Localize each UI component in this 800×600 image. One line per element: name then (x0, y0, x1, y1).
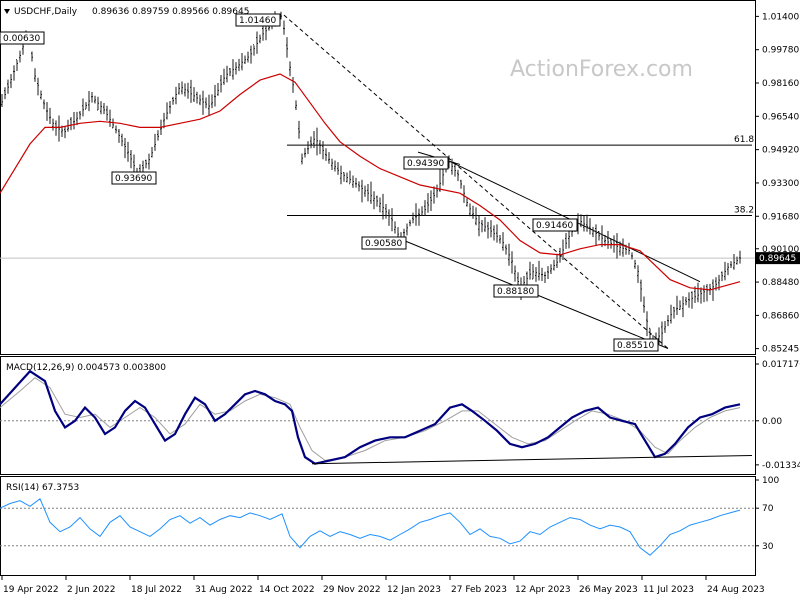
price-label-box-6 (493, 284, 539, 298)
x-tick-label-1: 2 Jun 2022 (67, 585, 115, 595)
x-tick-label-8: 12 Apr 2023 (515, 585, 571, 595)
price-tick-label-1: 0.99780 (762, 46, 799, 56)
watermark: ActionForex.com (510, 57, 693, 82)
price-label-5: 0.91460 (536, 221, 573, 231)
macd-tick-label-2: -0.01334 (762, 461, 800, 471)
price-labels: 0.00630 1.01460 0.93690 0.94390 0.90580 0.914… (0, 13, 659, 352)
fib-label-1: 38.2 (734, 205, 754, 215)
price-tick-label-9: 0.86860 (762, 311, 799, 321)
symbol-label: USDCHF,Daily (14, 7, 78, 17)
current-price-label: 0.89645 (759, 254, 796, 264)
macd-tick-label-1: 0.00 (762, 417, 782, 427)
price-tick-label-7: 0.90100 (762, 245, 799, 255)
x-tick-label-7: 27 Feb 2023 (451, 585, 507, 595)
rsi-pane (0, 476, 756, 576)
price-label-4: 0.90580 (365, 239, 402, 249)
price-label-6: 0.88180 (497, 287, 534, 297)
x-tick-label-10: 11 Jul 2023 (643, 585, 694, 595)
price-tick-label-0: 1.01400 (762, 12, 799, 22)
price-tick-label-4: 0.94920 (762, 146, 799, 156)
moving-average (0, 73, 741, 291)
ohlc-label: 0.89636 0.89759 0.89566 0.89645 (92, 7, 249, 17)
rsi-group: 100 70 30 (0, 476, 779, 556)
current-price-marker (756, 252, 800, 265)
macd-main-line (0, 369, 741, 465)
x-tick-label-4: 14 Oct 2022 (259, 585, 315, 595)
price-tick-label-10: 0.85245 (762, 345, 799, 355)
price-label-box-2 (111, 171, 157, 185)
collapse-triangle-icon[interactable] (4, 9, 10, 14)
price-tick-label-8: 0.88480 (762, 278, 799, 288)
x-tick-label-2: 18 Jul 2022 (131, 585, 182, 595)
price-axis: 1.01400 0.99780 0.98160 0.96540 0.94920 0.933… (755, 12, 800, 355)
fib-label-0: 61.8 (734, 135, 754, 145)
macd-pane (0, 356, 756, 475)
price-tick-label-5: 0.93300 (762, 179, 799, 189)
price-label-1: 1.01460 (239, 16, 276, 26)
price-tick-label-2: 0.98160 (762, 79, 799, 89)
price-label-box-3 (403, 156, 449, 170)
macd-trendline (311, 454, 753, 465)
macd-header: MACD(12,26,9) 0.004573 0.003800 (6, 363, 166, 373)
price-label-box-5 (532, 218, 578, 232)
x-tick-label-9: 26 May 2023 (579, 585, 638, 595)
price-tick-label-6: 0.91680 (762, 212, 799, 222)
price-label-0: 0.00630 (3, 34, 40, 44)
x-tick-label-0: 19 Apr 2022 (3, 585, 59, 595)
rsi-tick-label-2: 30 (762, 542, 774, 552)
price-label-7: 0.85510 (617, 341, 654, 351)
x-tick-label-6: 12 Jan 2023 (387, 585, 441, 595)
x-tick-label-5: 29 Nov 2022 (323, 585, 381, 595)
rsi-tick-label-0: 100 (762, 476, 779, 486)
price-label-2: 0.93690 (115, 174, 152, 184)
macd-group: 0.017176 0.00 -0.01334 (0, 360, 800, 471)
price-label-3: 0.94390 (407, 159, 444, 169)
x-tick-label-3: 31 Aug 2022 (195, 585, 253, 595)
price-label-box-4 (361, 236, 407, 250)
ma-line (0, 73, 741, 291)
rsi-tick-label-1: 70 (762, 504, 774, 514)
rsi-header: RSI(14) 67.3753 (6, 483, 79, 493)
price-label-box-7 (613, 338, 659, 352)
price-label-box-1 (235, 13, 281, 27)
price-tick-label-3: 0.96540 (762, 112, 799, 122)
price-label-box-0 (0, 31, 45, 45)
x-axis: 19 Apr 2022 2 Jun 2022 18 Jul 2022 31 Aug 2… (1, 576, 765, 595)
dashed-trendline (283, 14, 669, 349)
rsi-line (0, 498, 741, 556)
x-tick-label-11: 24 Aug 2023 (707, 585, 765, 595)
macd-tick-label-0: 0.017176 (762, 360, 800, 370)
